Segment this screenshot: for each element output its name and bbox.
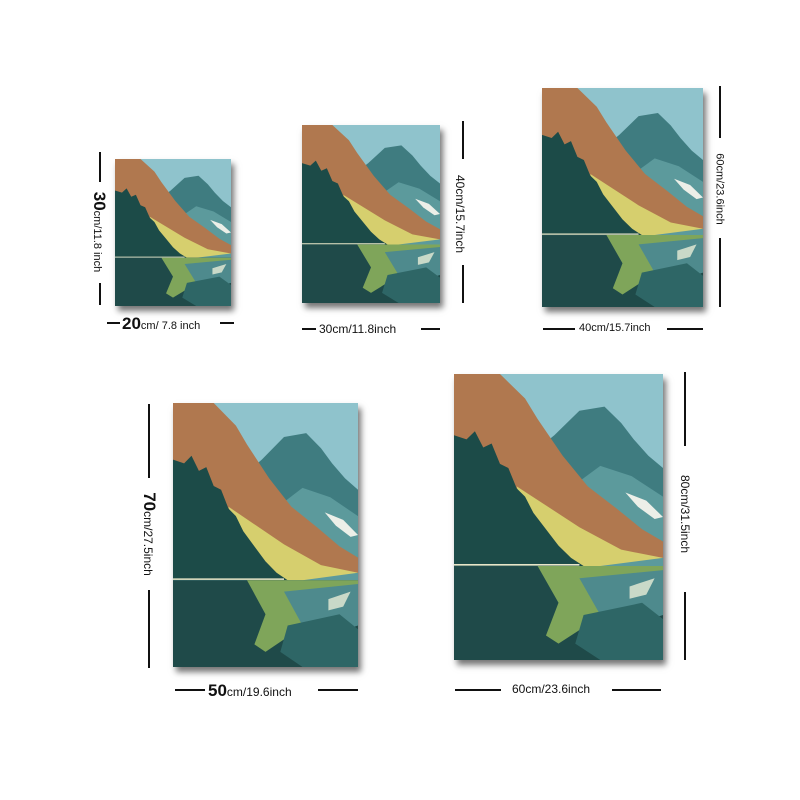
width-bar-left	[175, 689, 205, 691]
width-label-60x80: 60cm/23.6inch	[512, 682, 591, 696]
width-bar-right	[667, 328, 703, 330]
width-label-30x40: 30cm/11.8inch	[319, 322, 397, 336]
height-label-50x70: 70cm/27.5inch	[140, 492, 159, 576]
height-label-60x80: 80cm/31.5inch	[678, 474, 692, 554]
height-bar-top	[684, 372, 686, 446]
canvas-50x70	[173, 403, 358, 667]
width-bar-right	[220, 322, 234, 324]
height-bar-top	[719, 86, 721, 138]
width-bar-left	[302, 328, 316, 330]
width-bar-right	[318, 689, 358, 691]
height-bar-bottom	[684, 592, 686, 660]
canvas-60x80	[454, 374, 663, 660]
canvas-30x40	[302, 125, 440, 303]
height-bar-bottom	[148, 590, 150, 668]
height-bar-bottom	[719, 238, 721, 307]
width-label-50x70: 50cm/19.6inch	[208, 681, 292, 700]
landscape-artwork	[302, 125, 440, 303]
width-label-40x60: 40cm/15.7inch	[579, 322, 651, 334]
canvas-40x60	[542, 88, 703, 307]
height-bar-top	[462, 121, 464, 159]
canvas-20x30	[115, 159, 231, 306]
height-bar-bottom	[99, 283, 101, 305]
landscape-artwork	[454, 374, 663, 660]
width-bar-right	[612, 689, 661, 691]
width-bar-left	[543, 328, 575, 330]
height-bar-top	[99, 152, 101, 182]
height-label-30x40: 40cm/15.7inch	[453, 174, 467, 254]
landscape-artwork	[542, 88, 703, 307]
landscape-artwork	[173, 403, 358, 667]
width-bar-right	[421, 328, 440, 330]
width-label-20x30: 20cm/ 7.8 inch	[122, 314, 201, 333]
height-bar-top	[148, 404, 150, 478]
landscape-artwork	[115, 159, 231, 306]
width-bar-left	[107, 322, 120, 324]
height-bar-bottom	[462, 265, 464, 303]
height-label-20x30: 30cm/11.8 inch	[90, 191, 109, 273]
width-bar-left	[455, 689, 501, 691]
height-label-40x60: 60cm/23.6inch	[713, 153, 726, 225]
